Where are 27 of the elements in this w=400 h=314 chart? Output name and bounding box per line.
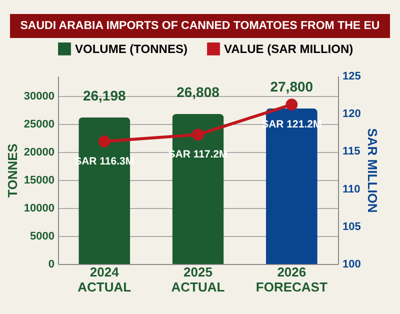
point [98,136,110,148]
y-tick-label: 10000 [24,202,54,215]
y-tick-label: 5000 [30,230,54,243]
y-tick-label: 20000 [24,146,54,159]
point [286,98,298,110]
y2-tick-label: 110 [342,183,360,196]
data-label: 27,800 [270,78,314,94]
point [192,128,204,141]
x-tick-label: 2024 ACTUAL [78,264,132,294]
y-tick-label: 30000 [24,90,54,103]
y-tick-label: 25000 [24,118,54,131]
x-tick-label: 2025 ACTUAL [171,264,225,294]
x-tick-label: 2026 FORECAST [256,264,328,294]
y-tick-label: 15000 [24,174,54,187]
data-label: 26,808 [176,84,220,100]
y2-tick-label: 115 [342,146,360,158]
y-tick-label: 0 [48,258,54,270]
legend-label: VALUE (SAR MILLION) [224,42,354,56]
y-axis-title: TONNES [4,143,20,198]
y2-axis-title: SAR MILLION [364,128,380,213]
y2-tick-label: 100 [342,258,361,270]
y2-tick-label: 105 [342,220,361,233]
legend-label: VOLUME (TONNES) [75,42,188,56]
y2-tick-label: 125 [342,70,361,82]
chart-title: SAUDI ARABIA IMPORTS OF CANNED TOMATOES FROM THE EU [10,14,390,38]
data-label: 26,198 [82,87,126,104]
y2-tick-label: 120 [342,108,361,120]
